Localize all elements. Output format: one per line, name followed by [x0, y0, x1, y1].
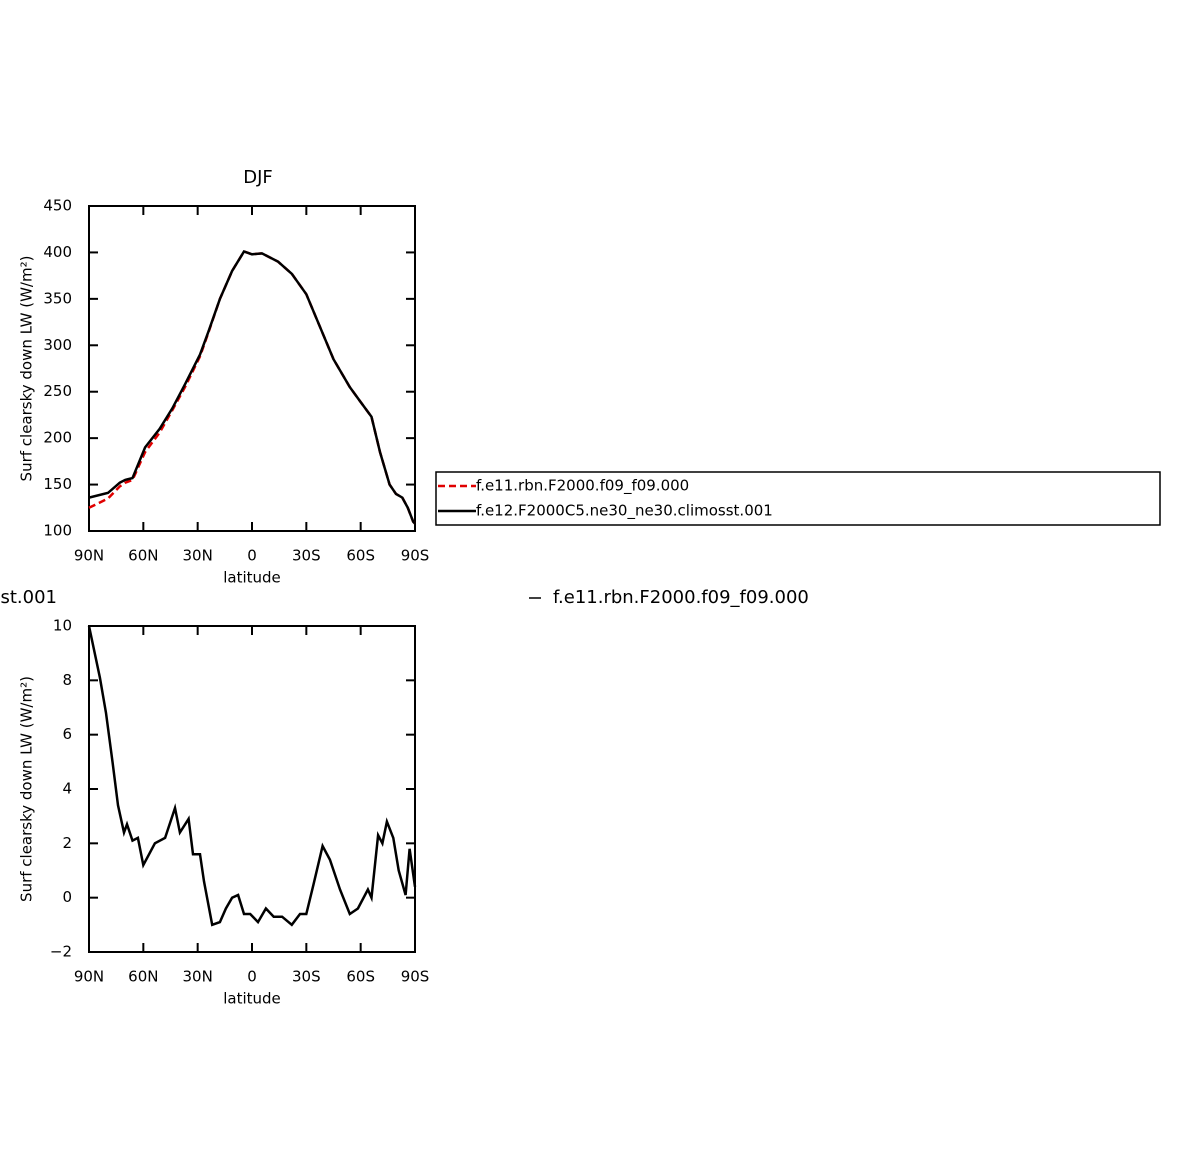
x-tick-label: 60N [128, 547, 158, 565]
data-line [88, 249, 416, 525]
x-tick-label: 60N [128, 968, 158, 986]
x-tick-label: 90S [401, 547, 430, 565]
y-tick-label: 6 [62, 725, 72, 743]
x-tick-label: 30N [183, 968, 213, 986]
y-tick-label: 100 [43, 522, 72, 540]
y-tick-label: −2 [50, 943, 72, 961]
annotation: f.e11.rbn.F2000.f09_f09.000 [553, 587, 809, 608]
x-tick-label: 60S [346, 547, 375, 565]
x-tick-label: 30S [292, 547, 321, 565]
data-line [88, 249, 416, 525]
y-tick-label: 450 [43, 197, 72, 215]
x-tick-label: 30S [292, 968, 321, 986]
y-tick-label: 2 [62, 834, 72, 852]
x-tick-label: 90N [74, 547, 104, 565]
y-tick-label: 400 [43, 243, 72, 261]
y-tick-label: 0 [62, 888, 72, 906]
x-tick-label: 90N [74, 968, 104, 986]
x-tick-label: 90S [401, 968, 430, 986]
y-tick-label: 300 [43, 336, 72, 354]
legend-box [435, 471, 1161, 526]
y-tick-label: 150 [43, 475, 72, 493]
legend-label: f.e11.rbn.F2000.f09_f09.000 [476, 477, 689, 496]
x-tick-label: 0 [247, 968, 257, 986]
x-tick-label: 60S [346, 968, 375, 986]
x-tick-label: 30N [183, 547, 213, 565]
plot-frame [88, 625, 416, 953]
x-axis-label: latitude [223, 569, 281, 587]
x-tick-label: 0 [247, 547, 257, 565]
y-tick-label: 10 [53, 617, 72, 635]
y-tick-label: 250 [43, 382, 72, 400]
y-tick-label: 350 [43, 289, 72, 307]
y-tick-label: 4 [62, 780, 72, 798]
legend-label: f.e12.F2000C5.ne30_ne30.climosst.001 [476, 502, 773, 521]
chart-title: DJF [243, 167, 273, 188]
data-line [87, 625, 417, 927]
y-axis-label: Surf clearsky down LW (W/m²) [18, 256, 36, 482]
y-axis-label: Surf clearsky down LW (W/m²) [18, 676, 36, 902]
y-tick-label: 8 [62, 671, 72, 689]
x-axis-label: latitude [223, 990, 281, 1008]
y-tick-label: 200 [43, 429, 72, 447]
annotation: f.e12.F2000C5.ne30_ne30.climosst.001 [0, 587, 57, 608]
